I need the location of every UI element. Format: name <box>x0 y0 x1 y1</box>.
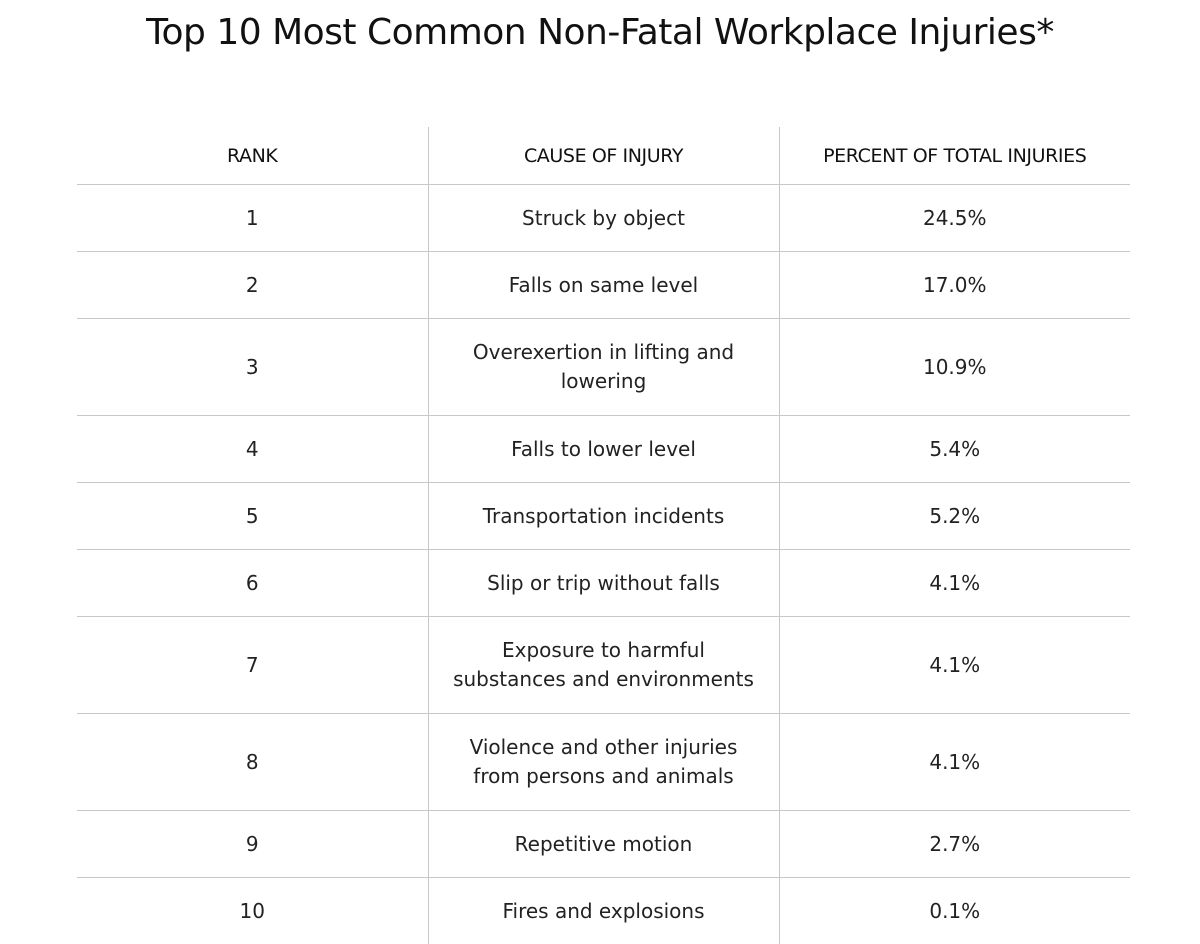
cause-text: Falls to lower level <box>511 435 696 464</box>
rank-cell: 3 <box>77 319 428 416</box>
table-row: 5 Transportation incidents 5.2% <box>77 483 1130 550</box>
cause-text: Overexertion in lifting and lowering <box>464 338 744 396</box>
percent-cell: 2.7% <box>779 811 1130 878</box>
rank-cell: 7 <box>77 617 428 714</box>
table-row: 7 Exposure to harmful substances and env… <box>77 617 1130 714</box>
cause-cell: Falls on same level <box>428 252 779 319</box>
table-row: 1 Struck by object 24.5% <box>77 185 1130 252</box>
cause-text: Fires and explosions <box>502 897 704 926</box>
column-header-cause: CAUSE OF INJURY <box>428 127 779 185</box>
percent-cell: 4.1% <box>779 714 1130 811</box>
percent-cell: 5.2% <box>779 483 1130 550</box>
table-row: 3 Overexertion in lifting and lowering 1… <box>77 319 1130 416</box>
percent-cell: 0.1% <box>779 878 1130 944</box>
rank-cell: 10 <box>77 878 428 944</box>
table-row: 2 Falls on same level 17.0% <box>77 252 1130 319</box>
cause-cell: Fires and explosions <box>428 878 779 944</box>
table-header-row: RANK CAUSE OF INJURY PERCENT OF TOTAL IN… <box>77 127 1130 185</box>
cause-text: Slip or trip without falls <box>487 569 720 598</box>
cause-text: Repetitive motion <box>515 830 693 859</box>
rank-cell: 9 <box>77 811 428 878</box>
cause-text: Struck by object <box>522 204 685 233</box>
cause-cell: Exposure to harmful substances and envir… <box>428 617 779 714</box>
cause-cell: Slip or trip without falls <box>428 550 779 617</box>
cause-text: Transportation incidents <box>483 502 725 531</box>
table-row: 4 Falls to lower level 5.4% <box>77 416 1130 483</box>
table-row: 10 Fires and explosions 0.1% <box>77 878 1130 944</box>
cause-text: Exposure to harmful substances and envir… <box>449 636 759 694</box>
rank-cell: 5 <box>77 483 428 550</box>
rank-cell: 4 <box>77 416 428 483</box>
rank-cell: 2 <box>77 252 428 319</box>
cause-cell: Violence and other injuries from persons… <box>428 714 779 811</box>
rank-cell: 6 <box>77 550 428 617</box>
rank-cell: 8 <box>77 714 428 811</box>
percent-cell: 5.4% <box>779 416 1130 483</box>
percent-cell: 17.0% <box>779 252 1130 319</box>
percent-cell: 10.9% <box>779 319 1130 416</box>
cause-text: Violence and other injuries from persons… <box>459 733 749 791</box>
injuries-table: RANK CAUSE OF INJURY PERCENT OF TOTAL IN… <box>77 127 1130 944</box>
cause-cell: Falls to lower level <box>428 416 779 483</box>
cause-text: Falls on same level <box>509 271 698 300</box>
page-title: Top 10 Most Common Non-Fatal Workplace I… <box>0 12 1200 53</box>
column-header-percent: PERCENT OF TOTAL INJURIES <box>779 127 1130 185</box>
table-row: 6 Slip or trip without falls 4.1% <box>77 550 1130 617</box>
rank-cell: 1 <box>77 185 428 252</box>
percent-cell: 4.1% <box>779 550 1130 617</box>
column-header-rank: RANK <box>77 127 428 185</box>
percent-cell: 24.5% <box>779 185 1130 252</box>
cause-cell: Transportation incidents <box>428 483 779 550</box>
cause-cell: Repetitive motion <box>428 811 779 878</box>
cause-cell: Struck by object <box>428 185 779 252</box>
cause-cell: Overexertion in lifting and lowering <box>428 319 779 416</box>
percent-cell: 4.1% <box>779 617 1130 714</box>
table-row: 9 Repetitive motion 2.7% <box>77 811 1130 878</box>
table-row: 8 Violence and other injuries from perso… <box>77 714 1130 811</box>
